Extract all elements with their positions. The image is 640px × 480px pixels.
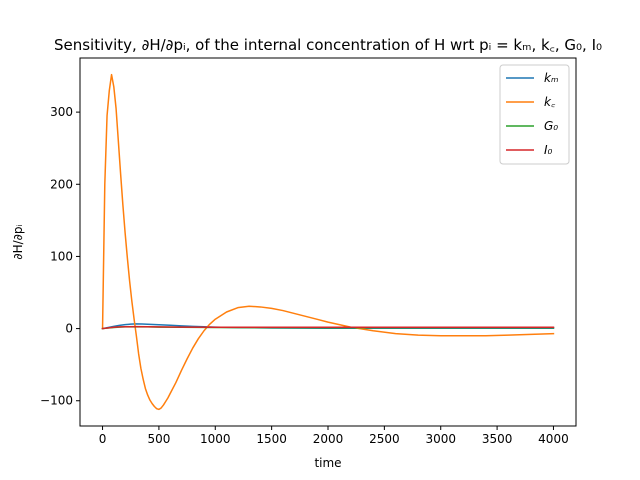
y-tick-label: −100 <box>40 394 73 408</box>
x-tick-label: 500 <box>147 432 170 446</box>
chart-title: Sensitivity, ∂H/∂pᵢ, of the internal con… <box>54 36 602 54</box>
y-tick-label: 0 <box>65 322 73 336</box>
series-line-1 <box>101 73 555 411</box>
x-tick-label: 2000 <box>313 432 344 446</box>
y-axis: −100 0 100 200 300 <box>40 105 80 408</box>
y-axis-label: ∂H/∂pᵢ <box>11 224 25 259</box>
y-tick-label: 100 <box>50 249 73 263</box>
legend-label-1: k꜀ <box>544 95 556 109</box>
x-tick-label: 1000 <box>200 432 231 446</box>
x-tick-label: 3500 <box>482 432 513 446</box>
x-axis-label: time <box>314 456 341 470</box>
series-line-3 <box>101 325 555 330</box>
legend-box <box>499 64 570 165</box>
legend-label-3: I₀ <box>544 143 553 157</box>
x-tick-label: 3000 <box>425 432 456 446</box>
legend-label-2: G₀ <box>544 119 558 133</box>
legend: kₘ k꜀ G₀ I₀ <box>499 64 570 165</box>
x-axis: 0 500 1000 1500 2000 2500 3000 3500 4000 <box>99 426 569 446</box>
x-tick-label: 2500 <box>369 432 400 446</box>
x-tick-label: 4000 <box>538 432 569 446</box>
y-tick-label: 300 <box>50 105 73 119</box>
x-tick-label: 1500 <box>256 432 287 446</box>
x-tick-label: 0 <box>99 432 107 446</box>
series-layer <box>101 73 555 411</box>
legend-label-0: kₘ <box>544 71 558 85</box>
y-tick-label: 200 <box>50 177 73 191</box>
